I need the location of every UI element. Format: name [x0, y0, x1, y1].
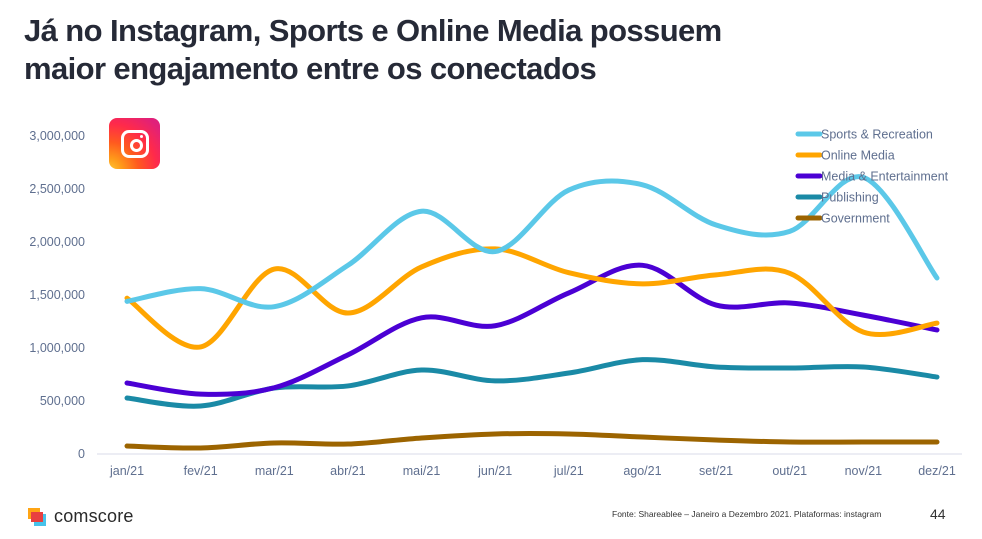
series-line-online-media: [124, 246, 940, 350]
x-axis: jan/21 fev/21 mar/21 abr/21 mai/21 jun/21 jul/…: [97, 453, 962, 478]
legend-item: Government: [795, 212, 890, 226]
y-tick-label: 1,000,000: [29, 341, 85, 355]
y-tick-label: 2,000,000: [29, 235, 85, 249]
y-tick-label: 0: [78, 447, 85, 461]
series-line-publishing: [124, 357, 940, 409]
instagram-lens-glyph: [130, 139, 143, 152]
comscore-logo-text: comscore: [54, 506, 134, 526]
instagram-icon: [109, 118, 160, 169]
legend-label: Sports & Recreation: [821, 128, 933, 142]
x-tick-label: dez/21: [918, 464, 956, 478]
legend-item: Sports & Recreation: [795, 128, 933, 142]
y-axis: 0 500,000 1,000,000 1,500,000 2,000,000 2,500…: [29, 129, 85, 461]
x-tick-label: ago/21: [623, 464, 661, 478]
legend-item: Media & Entertainment: [795, 170, 949, 184]
legend-label: Online Media: [821, 149, 895, 163]
series-lines: [124, 174, 940, 451]
legend-label: Government: [821, 212, 890, 226]
comscore-logo-icon: [28, 507, 46, 526]
x-tick-label: jun/21: [477, 464, 512, 478]
x-tick-label: abr/21: [330, 464, 365, 478]
series-line-media-entertainment: [124, 262, 940, 397]
y-tick-label: 3,000,000: [29, 129, 85, 143]
legend-item: Online Media: [795, 149, 895, 163]
legend-label: Publishing: [821, 191, 879, 205]
x-tick-label: mar/21: [255, 464, 294, 478]
legend: Sports & Recreation Online Media Media & E…: [795, 128, 949, 226]
page-number: 44: [930, 506, 946, 522]
x-tick-label: nov/21: [845, 464, 883, 478]
x-tick-label: out/21: [772, 464, 807, 478]
legend-item: Publishing: [795, 191, 879, 205]
series-line-government: [124, 431, 940, 451]
y-tick-label: 500,000: [40, 394, 85, 408]
y-tick-label: 1,500,000: [29, 288, 85, 302]
instagram-camera-glyph: [121, 130, 149, 158]
instagram-flash-glyph: [140, 135, 143, 138]
x-tick-label: jul/21: [553, 464, 584, 478]
slide-title: Já no Instagram, Sports e Online Media p…: [24, 12, 924, 88]
x-tick-label: fev/21: [184, 464, 218, 478]
comscore-logo: comscore: [28, 506, 134, 527]
y-tick-label: 2,500,000: [29, 182, 85, 196]
slide-title-line-2: maior engajamento entre os conectados: [24, 51, 597, 86]
x-tick-label: set/21: [699, 464, 733, 478]
x-tick-label: jan/21: [109, 464, 144, 478]
x-tick-label: mai/21: [403, 464, 441, 478]
source-note: Fonte: Shareablee – Janeiro a Dezembro 2…: [612, 509, 882, 519]
series-line-sports-recreation: [124, 174, 940, 310]
slide-title-line-1: Já no Instagram, Sports e Online Media p…: [24, 13, 722, 48]
legend-label: Media & Entertainment: [821, 170, 949, 184]
